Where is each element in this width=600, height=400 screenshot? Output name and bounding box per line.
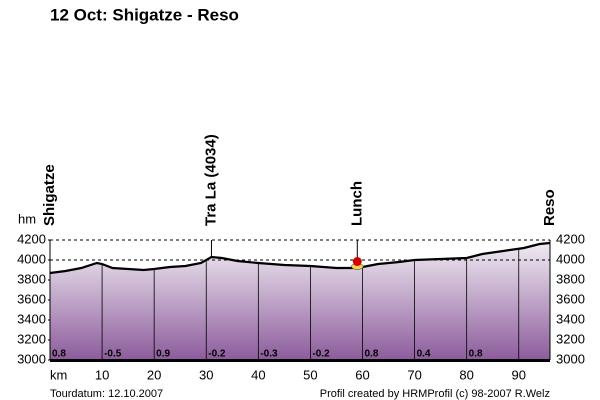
y-tick-label: 3400 <box>17 311 46 326</box>
gradient-label: -0.3 <box>260 349 278 360</box>
gradient-label: -0.5 <box>104 349 122 360</box>
y-tick-label-right: 3200 <box>556 331 585 346</box>
base-bar <box>50 359 550 362</box>
gradient-label: 0.8 <box>52 349 66 360</box>
gradient-label: -0.2 <box>312 349 330 360</box>
profile-fill <box>50 243 550 360</box>
gradient-label: 0.4 <box>417 349 431 360</box>
x-tick-label: 50 <box>303 367 317 382</box>
y-tick-label: 4000 <box>17 251 46 266</box>
waypoint-label: Shigatze <box>41 164 58 226</box>
lunch-icon <box>352 257 362 266</box>
y-tick-label-right: 3600 <box>556 291 585 306</box>
waypoint-label: Lunch <box>348 181 365 226</box>
y-tick-label-right: 4200 <box>556 231 585 246</box>
chart-title: 12 Oct: Shigatze - Reso <box>50 5 239 24</box>
gradient-label: -0.2 <box>208 349 226 360</box>
x-tick-label: 30 <box>199 367 213 382</box>
y-tick-label: 3200 <box>17 331 46 346</box>
y-tick-label-right: 3000 <box>556 351 585 366</box>
waypoint-label: Tra La (4034) <box>202 134 219 226</box>
gradient-label: 0.8 <box>365 349 379 360</box>
footer-credit: Profil created by HRMProfil (c) 98-2007 … <box>320 388 550 400</box>
footer-date: Tourdatum: 12.10.2007 <box>50 388 163 400</box>
x-tick-label: 90 <box>512 367 526 382</box>
waypoint-label: Reso <box>541 189 558 226</box>
gradient-label: 0.8 <box>469 349 483 360</box>
y-axis-label: hm <box>18 211 36 226</box>
x-tick-label: 40 <box>251 367 265 382</box>
x-tick-label: 20 <box>147 367 161 382</box>
y-tick-label: 3600 <box>17 291 46 306</box>
y-tick-label-right: 3800 <box>556 271 585 286</box>
x-tick-label: 60 <box>355 367 369 382</box>
y-tick-label: 3800 <box>17 271 46 286</box>
profile-line <box>49 241 551 275</box>
x-tick-label: 80 <box>459 367 473 382</box>
y-tick-label: 4200 <box>17 231 46 246</box>
y-tick-label-right: 4000 <box>556 251 585 266</box>
y-tick-label: 3000 <box>17 351 46 366</box>
x-tick-label: 70 <box>407 367 421 382</box>
y-tick-label-right: 3400 <box>556 311 585 326</box>
gradient-label: 0.9 <box>156 349 170 360</box>
x-tick-label: 10 <box>95 367 109 382</box>
x-axis-label: km <box>50 367 67 382</box>
